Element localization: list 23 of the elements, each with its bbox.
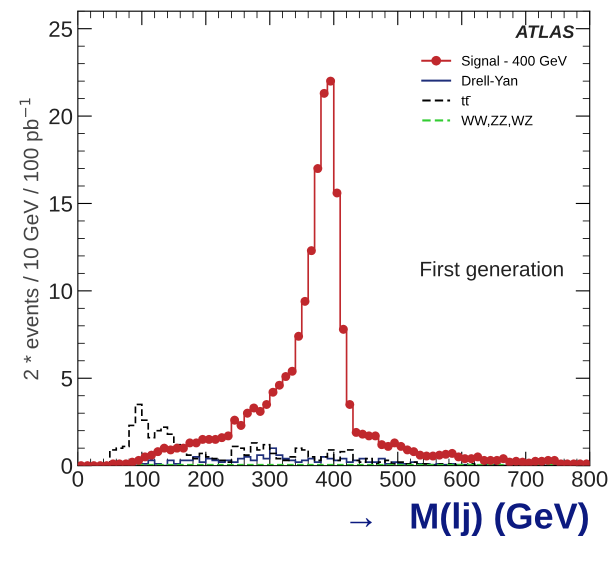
x-tick-label: 700	[508, 471, 544, 487]
y-tick-label: 25	[49, 21, 72, 37]
x-tick-label: 500	[380, 471, 416, 487]
x-tick-label: 100	[124, 471, 160, 487]
x-axis-title: → M(lj) (GeV)	[350, 502, 588, 536]
y-tick-label: 15	[50, 196, 72, 212]
x-tick-label: 800	[572, 471, 608, 487]
legend-label: tt̄	[461, 96, 471, 106]
x-tick-label: 300	[252, 471, 288, 487]
y-axis-title: 2 * events / 10 GeV / 100 pb$^{−1}$	[20, 98, 43, 380]
x-tick-label: 600	[444, 471, 480, 487]
y-tick-label: 20	[49, 108, 72, 124]
y-tick-label: 0	[62, 458, 72, 474]
legend-label: Drell-Yan	[462, 75, 518, 86]
x-tick-label: 400	[316, 471, 352, 487]
y-tick-label: 10	[50, 283, 72, 300]
annotation: First generation	[421, 261, 563, 281]
y-tick-label: 5	[62, 371, 72, 387]
annotation: ATLAS	[515, 25, 574, 38]
x-tick-label: 200	[188, 471, 224, 487]
legend-label: Signal - 400 GeV	[462, 56, 567, 68]
legend-label: WW,ZZ,WZ	[461, 116, 532, 128]
x-tick-label: 0	[72, 471, 84, 487]
